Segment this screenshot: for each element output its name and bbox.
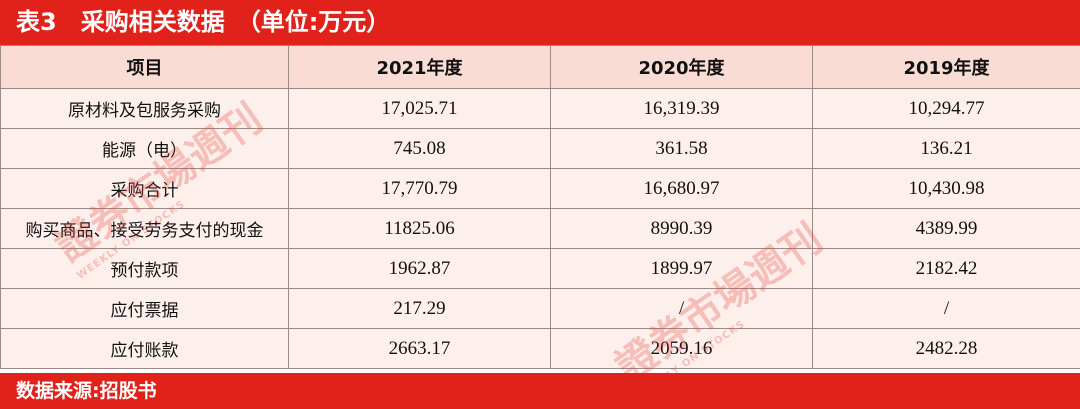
cell: 16,680.97 [550,168,813,209]
cell: / [550,288,813,329]
cell: / [812,288,1080,329]
table-row: 应付账款 2663.17 2059.16 2482.28 [0,328,1080,369]
row-label: 预付款项 [0,248,289,289]
source-bar: 数据来源:招股书 [0,373,1080,409]
cell: 10,294.77 [812,88,1080,129]
cell: 17,025.71 [288,88,551,129]
cell: 361.58 [550,128,813,169]
table-row: 能源（电） 745.08 361.58 136.21 [0,128,1080,169]
table-row: 原材料及包服务采购 17,025.71 16,319.39 10,294.77 [0,88,1080,129]
cell: 16,319.39 [550,88,813,129]
row-label: 应付票据 [0,288,289,329]
row-label: 应付账款 [0,328,289,369]
table-row: 预付款项 1962.87 1899.97 2182.42 [0,248,1080,289]
column-header: 项目 [0,45,289,89]
cell: 217.29 [288,288,551,329]
header-row: 项目 2021年度 2020年度 2019年度 [0,45,1080,89]
cell: 2059.16 [550,328,813,369]
row-label: 采购合计 [0,168,289,209]
row-label: 原材料及包服务采购 [0,88,289,129]
column-header: 2021年度 [288,45,551,89]
title-bar: 表3 采购相关数据 （单位:万元） [0,0,1080,45]
cell: 2482.28 [812,328,1080,369]
cell: 1962.87 [288,248,551,289]
cell: 4389.99 [812,208,1080,249]
table-row: 应付票据 217.29// [0,288,1080,329]
cell: 17,770.79 [288,168,551,209]
data-table: 项目 2021年度 2020年度 2019年度 原材料及包服务采购 17,025.71 1… [0,45,1080,369]
column-header: 2020年度 [550,45,813,89]
cell: 10,430.98 [812,168,1080,209]
row-label: 购买商品、接受劳务支付的现金 [0,208,289,249]
table-row: 采购合计 17,770.79 16,680.97 10,430.98 [0,168,1080,209]
row-label: 能源（电） [0,128,289,169]
column-header: 2019年度 [812,45,1080,89]
cell: 2182.42 [812,248,1080,289]
cell: 136.21 [812,128,1080,169]
cell: 1899.97 [550,248,813,289]
table-row: 购买商品、接受劳务支付的现金 11825.06 8990.39 4389.99 [0,208,1080,249]
cell: 2663.17 [288,328,551,369]
cell: 8990.39 [550,208,813,249]
cell: 11825.06 [288,208,551,249]
cell: 745.08 [288,128,551,169]
